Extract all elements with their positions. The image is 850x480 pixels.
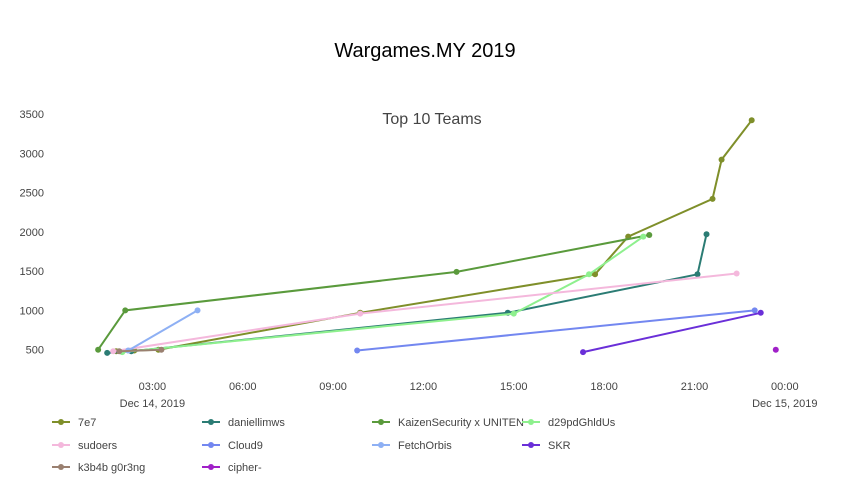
legend-label: cipher-	[228, 462, 262, 474]
legend-item[interactable]: KaizenSecurity x UNITEN	[372, 417, 524, 429]
x-tick-label: 15:00	[500, 381, 528, 393]
page-title: Wargames.MY 2019	[334, 40, 516, 62]
series-group	[104, 231, 710, 356]
legend-label: 7e7	[78, 417, 96, 429]
legend-swatch-point	[58, 419, 64, 425]
legend-item[interactable]: FetchOrbis	[372, 440, 452, 452]
data-point[interactable]	[718, 156, 725, 163]
x-tick-label: 21:00	[681, 381, 709, 393]
legend-label: FetchOrbis	[398, 440, 452, 452]
legend-label: k3b4b g0r3ng	[78, 462, 145, 474]
y-tick-label: 3500	[20, 109, 44, 121]
data-point[interactable]	[110, 348, 117, 355]
legend-swatch-point	[58, 442, 64, 448]
series-group	[110, 270, 740, 355]
series-group	[119, 233, 647, 356]
legend-swatch-point	[208, 419, 214, 425]
legend-item[interactable]: Cloud9	[202, 440, 263, 452]
data-point[interactable]	[772, 346, 779, 353]
series-line	[97, 234, 650, 351]
legend-label: SKR	[548, 440, 571, 452]
data-point[interactable]	[510, 310, 517, 317]
legend-item[interactable]: daniellimws	[202, 417, 285, 429]
data-point[interactable]	[757, 309, 764, 316]
data-point[interactable]	[357, 310, 364, 317]
y-tick-label: 500	[26, 345, 44, 357]
legend-swatch-point	[58, 464, 64, 470]
x-axis: 03:00 Dec 14, 2019 06:00 09:00 12:00 15:00 18:…	[120, 381, 818, 410]
legend-label: sudoers	[78, 440, 118, 452]
data-point[interactable]	[748, 117, 755, 124]
legend-swatch-point	[378, 442, 384, 448]
chart-title: Top 10 Teams	[382, 111, 481, 128]
legend-label: KaizenSecurity x UNITEN	[398, 417, 524, 429]
x-tick-label: 00:00	[771, 381, 799, 393]
data-point[interactable]	[703, 231, 710, 238]
legend-label: d29pdGhldUs	[548, 417, 616, 429]
legend-label: Cloud9	[228, 440, 263, 452]
legend-swatch-point	[528, 442, 534, 448]
series-layer	[95, 117, 779, 356]
x-tick-label: 09:00	[319, 381, 347, 393]
y-tick-label: 2500	[20, 188, 44, 200]
x-tick-label: 12:00	[410, 381, 438, 393]
series-line	[116, 119, 753, 353]
legend-item[interactable]: SKR	[522, 440, 571, 452]
data-point[interactable]	[158, 346, 165, 353]
data-point[interactable]	[122, 307, 129, 314]
data-point[interactable]	[586, 271, 593, 278]
data-point[interactable]	[646, 232, 653, 238]
y-tick-label: 1500	[20, 266, 44, 278]
data-point[interactable]	[580, 349, 587, 356]
series-group	[772, 346, 779, 353]
data-point[interactable]	[95, 346, 102, 353]
legend-item[interactable]: k3b4b g0r3ng	[52, 462, 145, 474]
y-tick-label: 2000	[20, 227, 44, 239]
legend-item[interactable]: d29pdGhldUs	[522, 417, 616, 429]
series-line	[122, 235, 644, 354]
y-tick-label: 3000	[20, 148, 44, 160]
data-point[interactable]	[354, 347, 361, 354]
x-tick-sublabel: Dec 14, 2019	[120, 398, 185, 410]
series-group	[116, 346, 165, 355]
data-point[interactable]	[104, 349, 111, 356]
y-axis: 500 1000 1500 2000 2500 3000 3500	[20, 109, 44, 357]
series-line	[582, 311, 761, 354]
legend-item[interactable]: sudoers	[52, 440, 118, 452]
legend-item[interactable]: cipher-	[202, 462, 262, 474]
x-tick-label: 18:00	[590, 381, 618, 393]
legend: 7e7 daniellimws KaizenSecurity x UNITEN d29…	[52, 417, 616, 474]
series-group	[125, 307, 201, 354]
series-group	[580, 309, 764, 356]
legend-swatch-point	[528, 419, 534, 425]
x-tick-label: 06:00	[229, 381, 257, 393]
series-group	[354, 307, 758, 354]
series-group	[113, 117, 755, 355]
series-line	[119, 348, 162, 353]
series-line	[127, 309, 199, 352]
data-point[interactable]	[194, 307, 201, 314]
x-tick-sublabel: Dec 15, 2019	[752, 398, 817, 410]
series-group	[95, 232, 653, 353]
y-tick-label: 1000	[20, 305, 44, 317]
data-point[interactable]	[694, 271, 701, 278]
series-line	[107, 233, 708, 354]
data-point[interactable]	[453, 268, 460, 275]
data-point[interactable]	[116, 348, 123, 355]
x-tick-label: 03:00	[139, 381, 167, 393]
data-point[interactable]	[709, 195, 716, 202]
legend-swatch-point	[208, 442, 214, 448]
data-point[interactable]	[592, 271, 599, 278]
data-point[interactable]	[733, 270, 740, 277]
legend-swatch-point	[378, 419, 384, 425]
legend-label: daniellimws	[228, 417, 285, 429]
legend-swatch-point	[208, 464, 214, 470]
data-point[interactable]	[640, 233, 647, 240]
series-line	[357, 309, 755, 352]
data-point[interactable]	[751, 307, 758, 314]
legend-item[interactable]: 7e7	[52, 417, 96, 429]
